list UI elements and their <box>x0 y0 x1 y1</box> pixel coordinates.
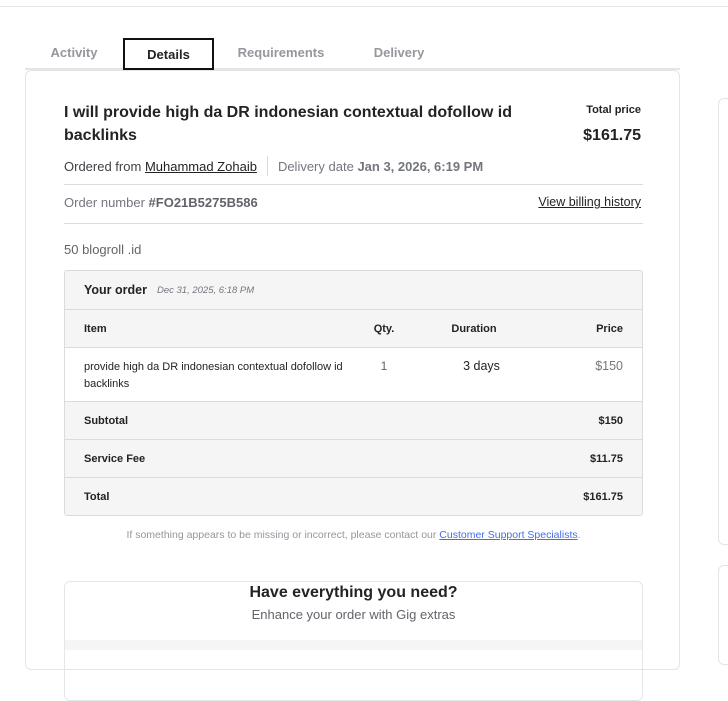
order-date: Dec 31, 2025, 6:18 PM <box>156 284 255 296</box>
subtotal-row: Subtotal $150 <box>65 401 642 439</box>
tab-details[interactable]: Details <box>123 38 214 70</box>
service-fee-row: Service Fee $11.75 <box>65 439 642 477</box>
side-panel <box>718 565 728 665</box>
item-duration: 3 days <box>463 359 500 373</box>
support-note-text: If something appears to be missing or in… <box>126 529 440 541</box>
header-duration: Duration <box>451 322 497 335</box>
total-price: $161.75 <box>583 127 641 144</box>
subtotal-label: Subtotal <box>84 414 128 427</box>
table-row: provide high da DR indonesian contextual… <box>65 347 642 401</box>
extras-subtitle: Enhance your order with Gig extras <box>251 607 456 622</box>
extras-title: Have everything you need? <box>249 584 458 601</box>
support-note-end: . <box>577 529 581 541</box>
ordered-from-label: Ordered from <box>64 158 142 174</box>
total-row: Total $161.75 <box>65 477 642 515</box>
order-number-value: #FO21B5275B586 <box>148 195 258 210</box>
tab-delivery[interactable]: Delivery <box>373 45 425 60</box>
seller-link[interactable]: Muhammad Zohaib <box>144 158 257 174</box>
order-number: Order number #FO21B5275B586 <box>64 195 258 210</box>
item-name: provide high da DR indonesian contextual… <box>84 361 343 390</box>
order-tabs: Activity Details Requirements Delivery <box>25 38 680 70</box>
table-header: Item Qty. Duration Price <box>65 309 642 347</box>
support-note: If something appears to be missing or in… <box>26 529 681 541</box>
divider <box>64 184 643 185</box>
divider <box>64 223 643 224</box>
item-price: $150 <box>595 359 623 373</box>
total-label: Total <box>84 490 110 503</box>
view-billing-history-link[interactable]: View billing history <box>538 195 641 209</box>
total-price-label: Total price <box>586 104 641 116</box>
gig-title: I will provide high da DR indonesian con… <box>64 104 513 144</box>
extras-list-top <box>65 640 642 650</box>
item-qty: 1 <box>380 359 388 373</box>
service-fee-value: $11.75 <box>589 452 623 465</box>
your-order-title: Your order <box>84 283 147 297</box>
package-name: 50 blogroll .id <box>64 242 142 257</box>
order-details-card: I will provide high da DR indonesian con… <box>25 70 681 701</box>
delivery-label: Delivery date <box>277 158 354 174</box>
top-divider <box>0 6 728 7</box>
total-value: $161.75 <box>583 490 623 503</box>
service-fee-label: Service Fee <box>84 452 146 465</box>
header-item: Item <box>84 322 107 335</box>
order-number-label: Order number <box>64 195 145 210</box>
delivery-date: Jan 3, 2026, 6:19 PM <box>357 158 484 174</box>
divider <box>266 156 268 176</box>
header-qty: Qty. <box>373 322 395 335</box>
order-meta: Ordered from Muhammad Zohaib Delivery da… <box>64 156 483 176</box>
subtotal-value: $150 <box>598 414 623 427</box>
table-title-row: Your order Dec 31, 2025, 6:18 PM <box>65 271 642 309</box>
customer-support-link[interactable]: Customer Support Specialists <box>439 529 578 541</box>
tab-activity[interactable]: Activity <box>50 45 98 60</box>
gig-extras-card: Have everything you need? Enhance your o… <box>64 581 643 701</box>
order-table: Your order Dec 31, 2025, 6:18 PM Item Qt… <box>64 270 643 516</box>
tab-requirements[interactable]: Requirements <box>237 45 325 60</box>
side-panel <box>718 98 728 545</box>
header-price: Price <box>596 322 623 335</box>
